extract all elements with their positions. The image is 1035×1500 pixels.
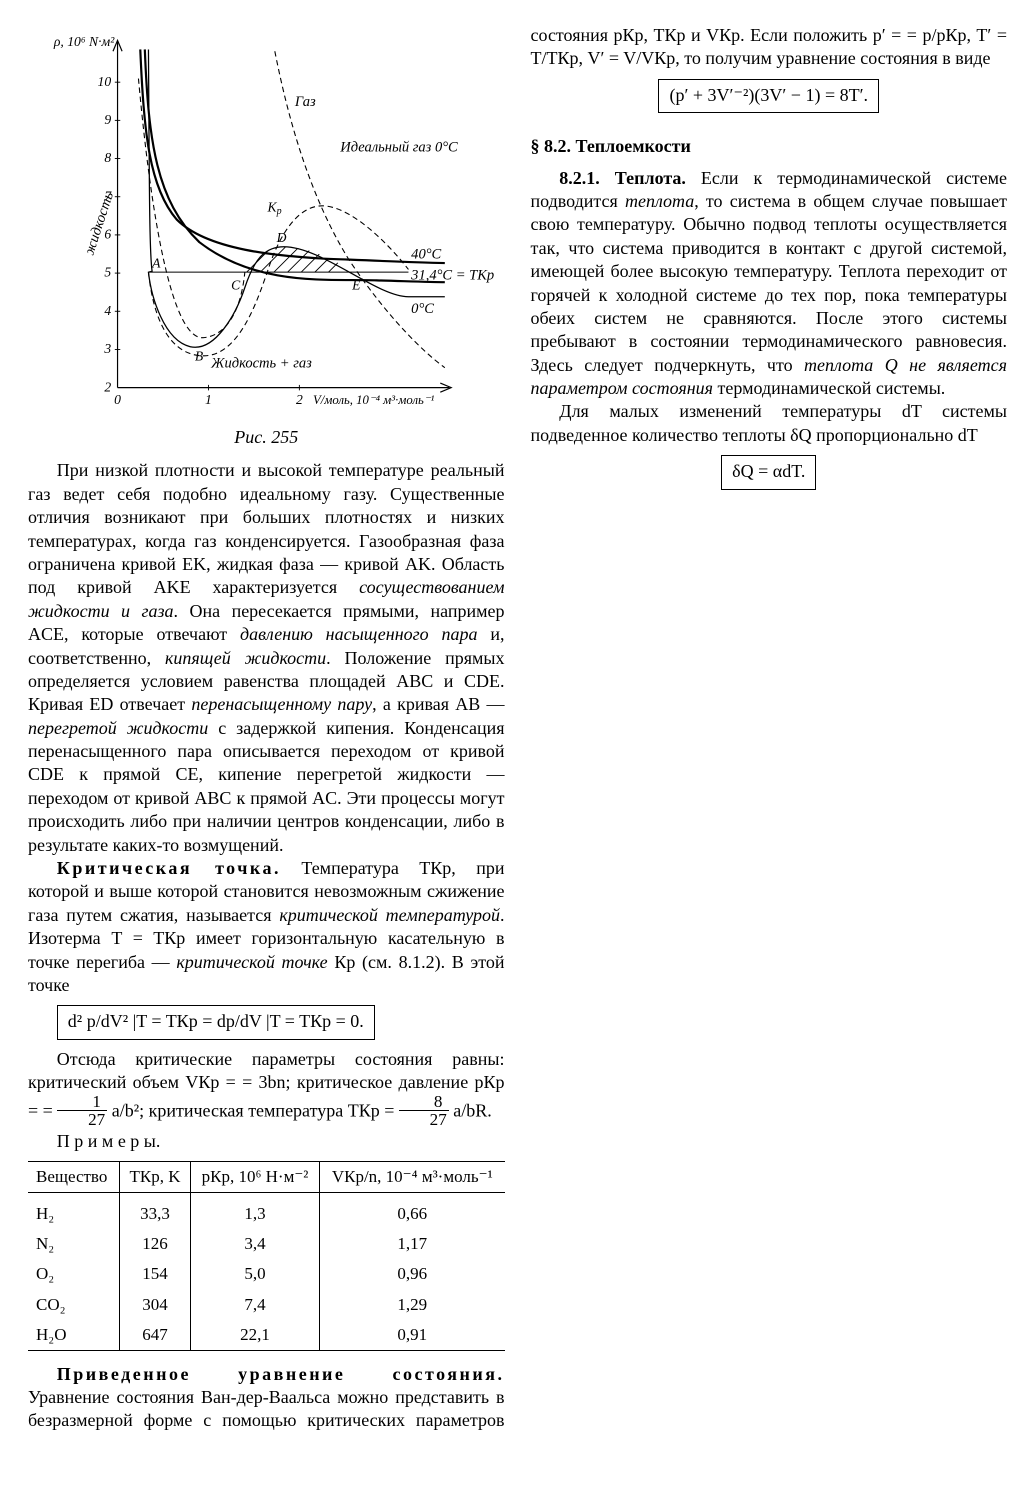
table-cell: 1,29	[320, 1290, 505, 1320]
section-8-2-title: § 8.2. Теплоемкости	[531, 135, 1008, 158]
svg-text:E: E	[351, 277, 361, 292]
s821-para1: 8.2.1. Теплота. Если к термодинамической…	[531, 167, 1008, 401]
table-cell: 7,4	[190, 1290, 319, 1320]
th-vkr: VКр/n, 10⁻⁴ м³·моль⁻¹	[320, 1162, 505, 1193]
figure-caption: Рис. 255	[28, 426, 505, 449]
svg-text:D: D	[276, 230, 287, 245]
table-cell: 0,91	[320, 1320, 505, 1351]
svg-text:31,4°С = TКр: 31,4°С = TКр	[410, 267, 494, 283]
table-row: H₂O64722,10,91	[28, 1320, 505, 1351]
critical-params-table: Вещество TКр, K pКр, 10⁶ Н·м⁻² VКр/n, 10…	[28, 1161, 505, 1351]
svg-text:5: 5	[104, 265, 111, 280]
examples-label: П р и м е р ы.	[28, 1130, 505, 1153]
y-axis-label: ρ, 10⁶ N·м²	[53, 34, 115, 49]
svg-text:0: 0	[114, 392, 121, 407]
col1-para2: Критическая точка. Температура TКр, при …	[28, 857, 505, 997]
s821-para2: Для малых изменений температуры dT систе…	[531, 400, 1008, 447]
svg-text:A: A	[151, 256, 161, 271]
svg-text:2: 2	[296, 392, 303, 407]
table-row: O₂1545,00,96	[28, 1259, 505, 1289]
svg-text:4: 4	[104, 303, 111, 318]
svg-text:9: 9	[104, 112, 111, 127]
svg-text:1: 1	[205, 392, 212, 407]
table-cell: 0,96	[320, 1259, 505, 1289]
svg-text:3: 3	[103, 341, 111, 356]
table-cell: 126	[120, 1229, 191, 1259]
table-cell: 22,1	[190, 1320, 319, 1351]
table-row: CO₂3047,41,29	[28, 1290, 505, 1320]
figure-255: 10 9 8 7 6 5 4 3 2 0 1 2 ρ, 10⁶ N·м² V/м…	[28, 24, 505, 449]
table-cell: 1,17	[320, 1229, 505, 1259]
table-cell: H₂O	[28, 1320, 120, 1351]
table-cell: H₂	[28, 1193, 120, 1230]
th-pkr: pКр, 10⁶ Н·м⁻²	[190, 1162, 319, 1193]
table-row: N₂1263,41,17	[28, 1229, 505, 1259]
svg-text:Жидкость + газ: Жидкость + газ	[210, 356, 312, 372]
svg-text:B: B	[195, 348, 204, 363]
svg-text:C: C	[231, 277, 241, 292]
col2-intro: Отсюда критические параметры состояния р…	[28, 1048, 505, 1130]
svg-text:2: 2	[104, 379, 111, 394]
equation-3: δQ = αdT.	[531, 447, 1008, 497]
equation-2: (p′ + 3V′⁻²)(3V′ − 1) = 8T′.	[531, 71, 1008, 121]
svg-text:Газ: Газ	[294, 94, 316, 110]
x-axis-label: V/моль, 10⁻⁴ м³·моль⁻¹	[313, 393, 435, 407]
table-cell: 1,3	[190, 1193, 319, 1230]
table-cell: 33,3	[120, 1193, 191, 1230]
table-cell: 304	[120, 1290, 191, 1320]
table-cell: 647	[120, 1320, 191, 1351]
th-tkr: TКр, K	[120, 1162, 191, 1193]
svg-text:40°С: 40°С	[411, 247, 441, 263]
table-cell: 5,0	[190, 1259, 319, 1289]
table-cell: O₂	[28, 1259, 120, 1289]
table-cell: 154	[120, 1259, 191, 1289]
table-cell: CO₂	[28, 1290, 120, 1320]
svg-text:8: 8	[104, 150, 111, 165]
svg-text:10: 10	[98, 74, 112, 89]
svg-text:0°С: 0°С	[411, 301, 434, 317]
th-substance: Вещество	[28, 1162, 120, 1193]
table-cell: N₂	[28, 1229, 120, 1259]
table-cell: 3,4	[190, 1229, 319, 1259]
table-row: H₂33,31,30,66	[28, 1193, 505, 1230]
table-cell: 0,66	[320, 1193, 505, 1230]
svg-text:Идеальный газ 0°С: Идеальный газ 0°С	[339, 139, 458, 155]
col1-para1: При низкой плотности и высокой температу…	[28, 459, 505, 857]
chart-svg: 10 9 8 7 6 5 4 3 2 0 1 2 ρ, 10⁶ N·м² V/м…	[28, 24, 498, 424]
equation-1: d² p/dV² |T = TКр = dp/dV |T = TКр = 0.	[28, 997, 505, 1047]
